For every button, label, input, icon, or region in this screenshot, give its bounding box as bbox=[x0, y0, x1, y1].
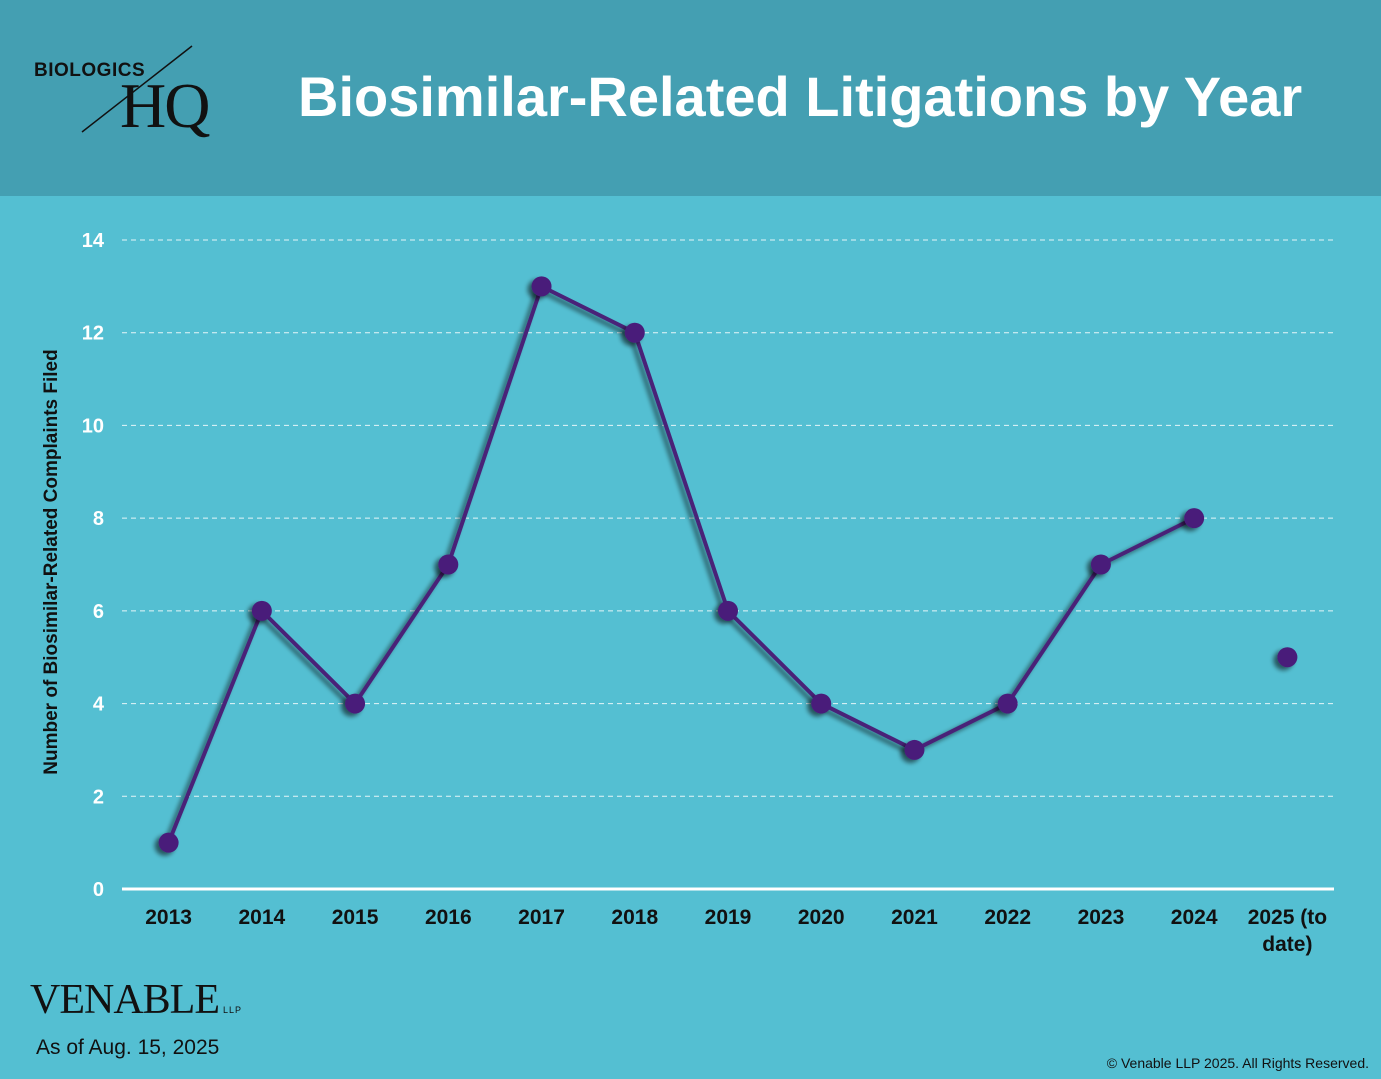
x-tick-label: 2025 (to date) bbox=[1248, 906, 1327, 956]
x-tick-label: 2021 bbox=[891, 906, 938, 929]
line-chart: 0 2 4 6 8 10 12 14 2013 2014 2015 2016 2017 2018 2019… bbox=[82, 230, 1334, 956]
data-point-2016 bbox=[438, 554, 459, 575]
data-point-2024 bbox=[1184, 508, 1205, 529]
data-point-2020 bbox=[811, 693, 832, 714]
x-axis-ticks: 2013 2014 2015 2016 2017 2018 2019 2020 2021 2022… bbox=[145, 906, 1327, 956]
y-tick-label: 4 bbox=[93, 694, 105, 716]
y-tick-label: 6 bbox=[93, 601, 104, 623]
data-point-2025 bbox=[1277, 647, 1298, 668]
data-point-2014 bbox=[251, 600, 272, 621]
x-tick-label: 2019 bbox=[705, 906, 752, 929]
data-point-2015 bbox=[345, 693, 366, 714]
x-tick-label: 2015 bbox=[332, 906, 379, 929]
y-axis-ticks: 0 2 4 6 8 10 12 14 bbox=[82, 230, 105, 901]
logo-text-bottom: HQ bbox=[120, 70, 210, 141]
data-point-2023 bbox=[1090, 554, 1111, 575]
x-tick-label: 2024 bbox=[1171, 906, 1218, 929]
x-tick-label: 2013 bbox=[145, 906, 192, 929]
gridlines bbox=[122, 239, 1334, 891]
data-point-2017 bbox=[531, 276, 552, 297]
as-of-date: As of Aug. 15, 2025 bbox=[36, 1036, 220, 1059]
copyright-notice: © Venable LLP 2025. All Rights Reserved. bbox=[1106, 1055, 1369, 1071]
logo-text-top: BIOLOGICS bbox=[34, 60, 146, 81]
logo-slash-icon bbox=[81, 45, 193, 133]
y-tick-label: 0 bbox=[93, 879, 104, 901]
data-point-2013 bbox=[158, 832, 179, 853]
venable-llp: LLP bbox=[222, 1005, 242, 1015]
data-point-2019 bbox=[718, 600, 738, 621]
header-banner: BIOLOGICS HQ Biosimilar-Related Litigati… bbox=[0, 0, 1381, 196]
y-tick-label: 2 bbox=[93, 786, 104, 808]
y-axis-label: Number of Biosimilar-Related Complaints … bbox=[41, 349, 62, 775]
data-point-2022 bbox=[997, 693, 1018, 714]
data-point-2021 bbox=[904, 739, 925, 760]
y-tick-label: 8 bbox=[93, 508, 104, 530]
y-tick-label: 10 bbox=[82, 415, 104, 437]
venable-logo: VENABLE LLP bbox=[30, 976, 242, 1024]
x-tick-label: 2014 bbox=[238, 906, 285, 929]
x-tick-label: 2018 bbox=[611, 906, 658, 929]
x-tick-label: 2023 bbox=[1078, 906, 1125, 929]
x-tick-label: 2020 bbox=[798, 906, 845, 929]
x-tick-label: 2017 bbox=[518, 906, 565, 929]
series-line bbox=[166, 284, 1196, 844]
venable-brand: VENABLE bbox=[30, 977, 220, 1023]
data-point-2018 bbox=[624, 322, 645, 343]
y-tick-label: 14 bbox=[82, 230, 105, 252]
page-title: Biosimilar-Related Litigations by Year bbox=[298, 65, 1303, 128]
series-line-path bbox=[166, 284, 1196, 844]
x-tick-label: 2022 bbox=[984, 906, 1031, 929]
y-tick-label: 12 bbox=[82, 323, 104, 345]
series-markers bbox=[158, 276, 1298, 853]
x-tick-label: 2016 bbox=[425, 906, 472, 929]
biologics-hq-logo: BIOLOGICS HQ bbox=[28, 40, 258, 160]
